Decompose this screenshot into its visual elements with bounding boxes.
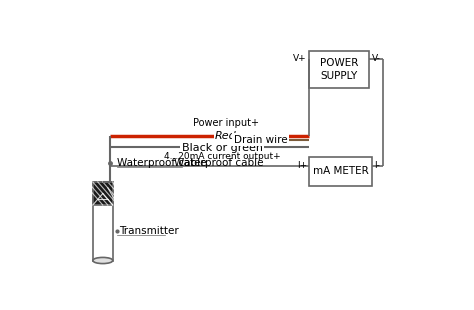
- Bar: [93, 182, 113, 205]
- Text: mA METER: mA METER: [313, 166, 369, 176]
- Text: Drain wire: Drain wire: [234, 135, 287, 144]
- Text: Black or green: Black or green: [182, 144, 263, 153]
- Text: POWER
SUPPLY: POWER SUPPLY: [320, 58, 358, 81]
- Text: Waterproof cable: Waterproof cable: [174, 158, 264, 168]
- Ellipse shape: [93, 257, 113, 264]
- Text: I-: I-: [374, 161, 381, 170]
- Text: V-: V-: [372, 54, 381, 63]
- Text: V+: V+: [293, 54, 307, 63]
- Text: Red: Red: [215, 131, 237, 141]
- Bar: [93, 182, 113, 205]
- Bar: [309, 51, 369, 88]
- Bar: [93, 205, 113, 260]
- Bar: [309, 157, 372, 186]
- Text: Transmitter: Transmitter: [119, 226, 179, 236]
- Text: Waterproof cable: Waterproof cable: [117, 158, 206, 168]
- Text: I+: I+: [297, 161, 307, 170]
- Text: 4...20mA current output+: 4...20mA current output+: [164, 152, 281, 161]
- Text: Power input+: Power input+: [193, 118, 259, 128]
